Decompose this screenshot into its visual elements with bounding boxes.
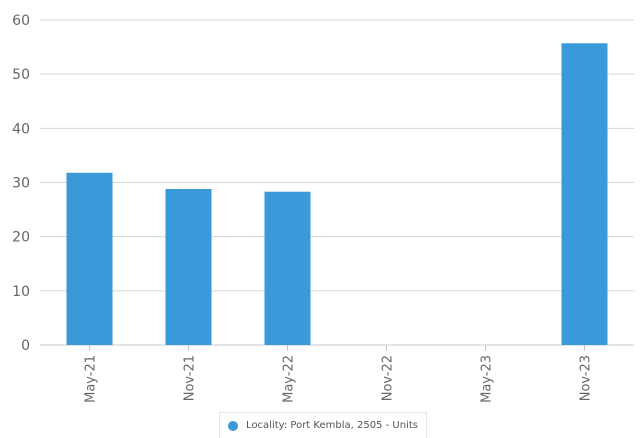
x-tick-label: Nov-23 [579, 355, 594, 401]
legend-marker [228, 420, 239, 431]
x-axis-ticks: May-21 Nov-21 May-22 Nov-22 May-23 Nov-23 [84, 345, 594, 403]
bars [66, 43, 608, 346]
bar-may-22[interactable] [264, 191, 311, 345]
y-tick-label: 20 [12, 230, 30, 246]
y-tick-label: 40 [12, 121, 30, 137]
x-tick-label: Nov-22 [381, 355, 396, 401]
y-axis-ticks: 0 10 20 30 40 50 60 [12, 13, 30, 354]
legend[interactable]: Locality: Port Kembla, 2505 - Units [219, 412, 427, 438]
y-tick-label: 60 [12, 13, 30, 29]
y-tick-label: 50 [12, 67, 30, 83]
bar-may-21[interactable] [66, 172, 113, 345]
x-tick-label: May-21 [84, 355, 99, 403]
y-tick-label: 0 [21, 338, 30, 354]
y-tick-label: 30 [12, 176, 30, 192]
gridlines [40, 19, 634, 346]
x-tick-label: May-23 [480, 355, 495, 403]
x-tick-label: May-22 [282, 355, 297, 403]
x-tick-label: Nov-21 [183, 355, 198, 401]
y-tick-label: 10 [12, 284, 30, 300]
bar-nov-21[interactable] [165, 189, 212, 345]
legend-label: Locality: Port Kembla, 2505 - Units [246, 420, 418, 431]
bar-nov-23[interactable] [561, 43, 608, 346]
